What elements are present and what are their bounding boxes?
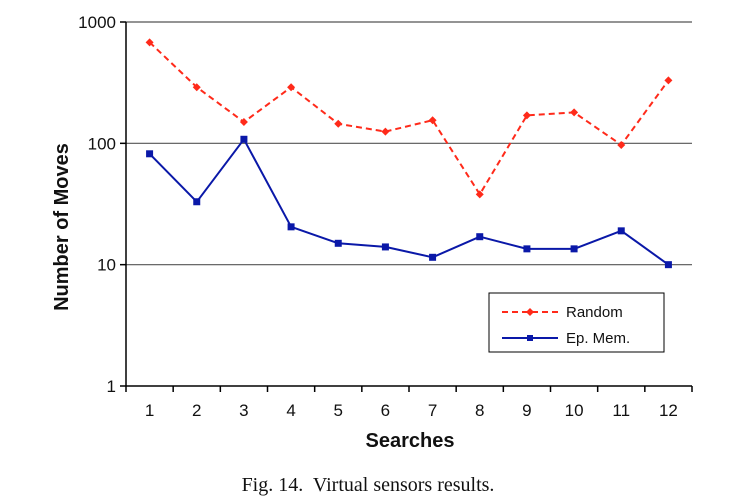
y-axis-title: Number of Moves [51, 143, 73, 311]
x-tick-label: 12 [659, 401, 678, 420]
x-tick-label: 4 [286, 401, 295, 420]
y-tick-label: 10 [97, 256, 116, 275]
x-tick-label: 1 [145, 401, 154, 420]
data-point-ep-mem [617, 227, 625, 235]
data-point-random [664, 76, 673, 85]
data-point-random [475, 190, 484, 199]
data-point-ep-mem [664, 261, 672, 269]
x-tick-label: 9 [522, 401, 531, 420]
legend-marker-random [526, 308, 534, 316]
series-line-random [148, 41, 670, 196]
figure-caption: Fig. 14. Virtual sensors results. [242, 474, 495, 496]
x-axis-title: Searches [366, 430, 455, 452]
data-point-random [192, 83, 201, 92]
data-point-ep-mem [523, 245, 531, 253]
data-point-random [145, 38, 154, 47]
data-point-ep-mem [146, 150, 154, 158]
data-point-ep-mem [476, 233, 484, 241]
data-point-ep-mem [381, 243, 389, 251]
data-point-ep-mem [240, 135, 248, 143]
data-point-random [287, 83, 296, 92]
legend: Random Ep. Mem. [488, 292, 665, 353]
data-point-random [334, 119, 343, 128]
data-point-ep-mem [193, 198, 201, 206]
gridlines [126, 21, 692, 266]
series-lines [145, 38, 673, 269]
data-point-ep-mem [429, 253, 437, 261]
data-point-random [239, 117, 248, 126]
x-tick-label: 6 [381, 401, 390, 420]
legend-label-random: Random [566, 304, 623, 321]
data-point-ep-mem [570, 245, 578, 253]
data-point-random [381, 127, 390, 136]
x-tick-label: 7 [428, 401, 437, 420]
y-tick-label: 1000 [78, 13, 116, 32]
x-tick-label: 5 [334, 401, 343, 420]
y-tick-label: 100 [88, 134, 116, 153]
data-point-ep-mem [334, 239, 342, 247]
x-tick-label: 3 [239, 401, 248, 420]
data-point-ep-mem [287, 223, 295, 231]
x-tick-label: 10 [565, 401, 584, 420]
axes [120, 21, 693, 392]
x-tick-label: 8 [475, 401, 484, 420]
data-point-random [570, 108, 579, 117]
data-point-random [522, 111, 531, 120]
x-tick-label: 2 [192, 401, 201, 420]
data-point-random [428, 116, 437, 125]
legend-box [488, 292, 665, 353]
data-point-random [617, 140, 626, 149]
y-tick-label: 1 [107, 377, 116, 396]
legend-marker-ep-mem [527, 335, 533, 341]
legend-label-ep-mem: Ep. Mem. [566, 330, 630, 347]
x-tick-label: 11 [612, 401, 630, 420]
series-line-ep-mem [148, 138, 669, 266]
